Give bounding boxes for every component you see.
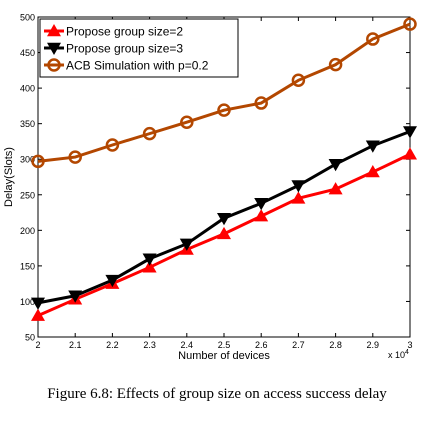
y-tick-label: 450 <box>20 48 35 58</box>
y-tick-label: 400 <box>20 84 35 94</box>
x-tick-label: 3 <box>407 340 412 350</box>
legend-box <box>39 18 239 78</box>
x-tick-label: 2.8 <box>329 340 342 350</box>
data-point <box>179 238 194 251</box>
series-2 <box>31 126 417 310</box>
legend-marker <box>47 58 61 72</box>
y-tick-label: 150 <box>20 261 35 271</box>
data-point <box>142 126 157 141</box>
data-point <box>142 253 157 266</box>
y-tick-label: 100 <box>20 297 35 307</box>
data-point <box>217 103 231 117</box>
data-point <box>105 138 120 152</box>
y-tick-label: 500 <box>20 13 35 23</box>
line-chart: 2 2.1 2.2 2.3 2.4 2.5 2.6 2.7 2.8 2.9 350100150200… <box>3 13 417 362</box>
data-point <box>31 297 45 310</box>
data-point <box>328 182 343 195</box>
x-tick-label: 2.5 <box>218 340 231 350</box>
legend-marker <box>47 24 61 37</box>
x-tick-label: 2.2 <box>106 340 119 350</box>
data-point <box>31 308 45 321</box>
data-point <box>254 198 269 211</box>
data-point <box>328 158 343 172</box>
data-point <box>217 226 231 240</box>
x-tick-label: 2.1 <box>69 340 82 350</box>
data-point <box>291 73 306 88</box>
legend-item-2: Propose group size=3 <box>44 42 183 56</box>
data-point <box>142 260 157 273</box>
legend-label: Propose group size=2 <box>66 25 183 39</box>
x-tick-label: 2.3 <box>143 340 156 350</box>
y-tick-label: 200 <box>20 226 35 236</box>
series-3 <box>31 17 417 169</box>
data-point <box>254 209 269 222</box>
data-point <box>403 17 417 31</box>
y-tick-label: 300 <box>20 155 35 165</box>
legend: Propose group size=2 Propose group size=3… <box>39 18 239 78</box>
y-tick-label: 50 <box>25 333 35 343</box>
x-axis-label: Number of devices <box>178 350 270 362</box>
x-axis-multiplier: x 104 <box>388 349 409 360</box>
data-point <box>68 150 82 164</box>
data-point <box>105 274 120 288</box>
legend-items: Propose group size=2 Propose group size=3… <box>44 24 209 73</box>
data-point <box>365 165 380 178</box>
data-point <box>403 147 417 160</box>
legend-label: ACB Simulation with p=0.2 <box>66 59 209 73</box>
series-line <box>37 22 411 163</box>
series-layer <box>31 17 417 321</box>
legend-marker <box>47 42 61 55</box>
data-point <box>403 126 417 139</box>
data-point <box>68 290 83 303</box>
data-point <box>254 96 268 110</box>
data-point <box>291 191 306 204</box>
data-point <box>365 140 380 153</box>
x-tick-label: 2.9 <box>367 340 380 350</box>
y-axis-label: Delay(Slots) <box>3 147 15 207</box>
data-point <box>31 154 45 169</box>
x-tick-label: 2 <box>35 340 40 350</box>
y-tick-label: 350 <box>20 119 35 129</box>
data-point <box>328 57 343 72</box>
legend-item-3: ACB Simulation with p=0.2 <box>44 58 209 73</box>
x-tick-label: 2.7 <box>292 340 305 350</box>
data-point <box>366 32 380 46</box>
data-point <box>291 180 306 193</box>
legend-label: Propose group size=3 <box>66 42 183 56</box>
x-tick-label: 2.6 <box>255 340 268 350</box>
y-tick-label: 250 <box>20 190 35 200</box>
axis-ticks: 2 2.1 2.2 2.3 2.4 2.5 2.6 2.7 2.8 2.9 350100150200… <box>20 13 413 351</box>
x-tick-label: 2.4 <box>181 340 194 350</box>
legend-item-1: Propose group size=2 <box>44 24 183 39</box>
data-point <box>180 115 194 129</box>
data-point <box>217 212 231 226</box>
figure-caption: Figure 6.8: Effects of group size on acc… <box>47 386 387 402</box>
